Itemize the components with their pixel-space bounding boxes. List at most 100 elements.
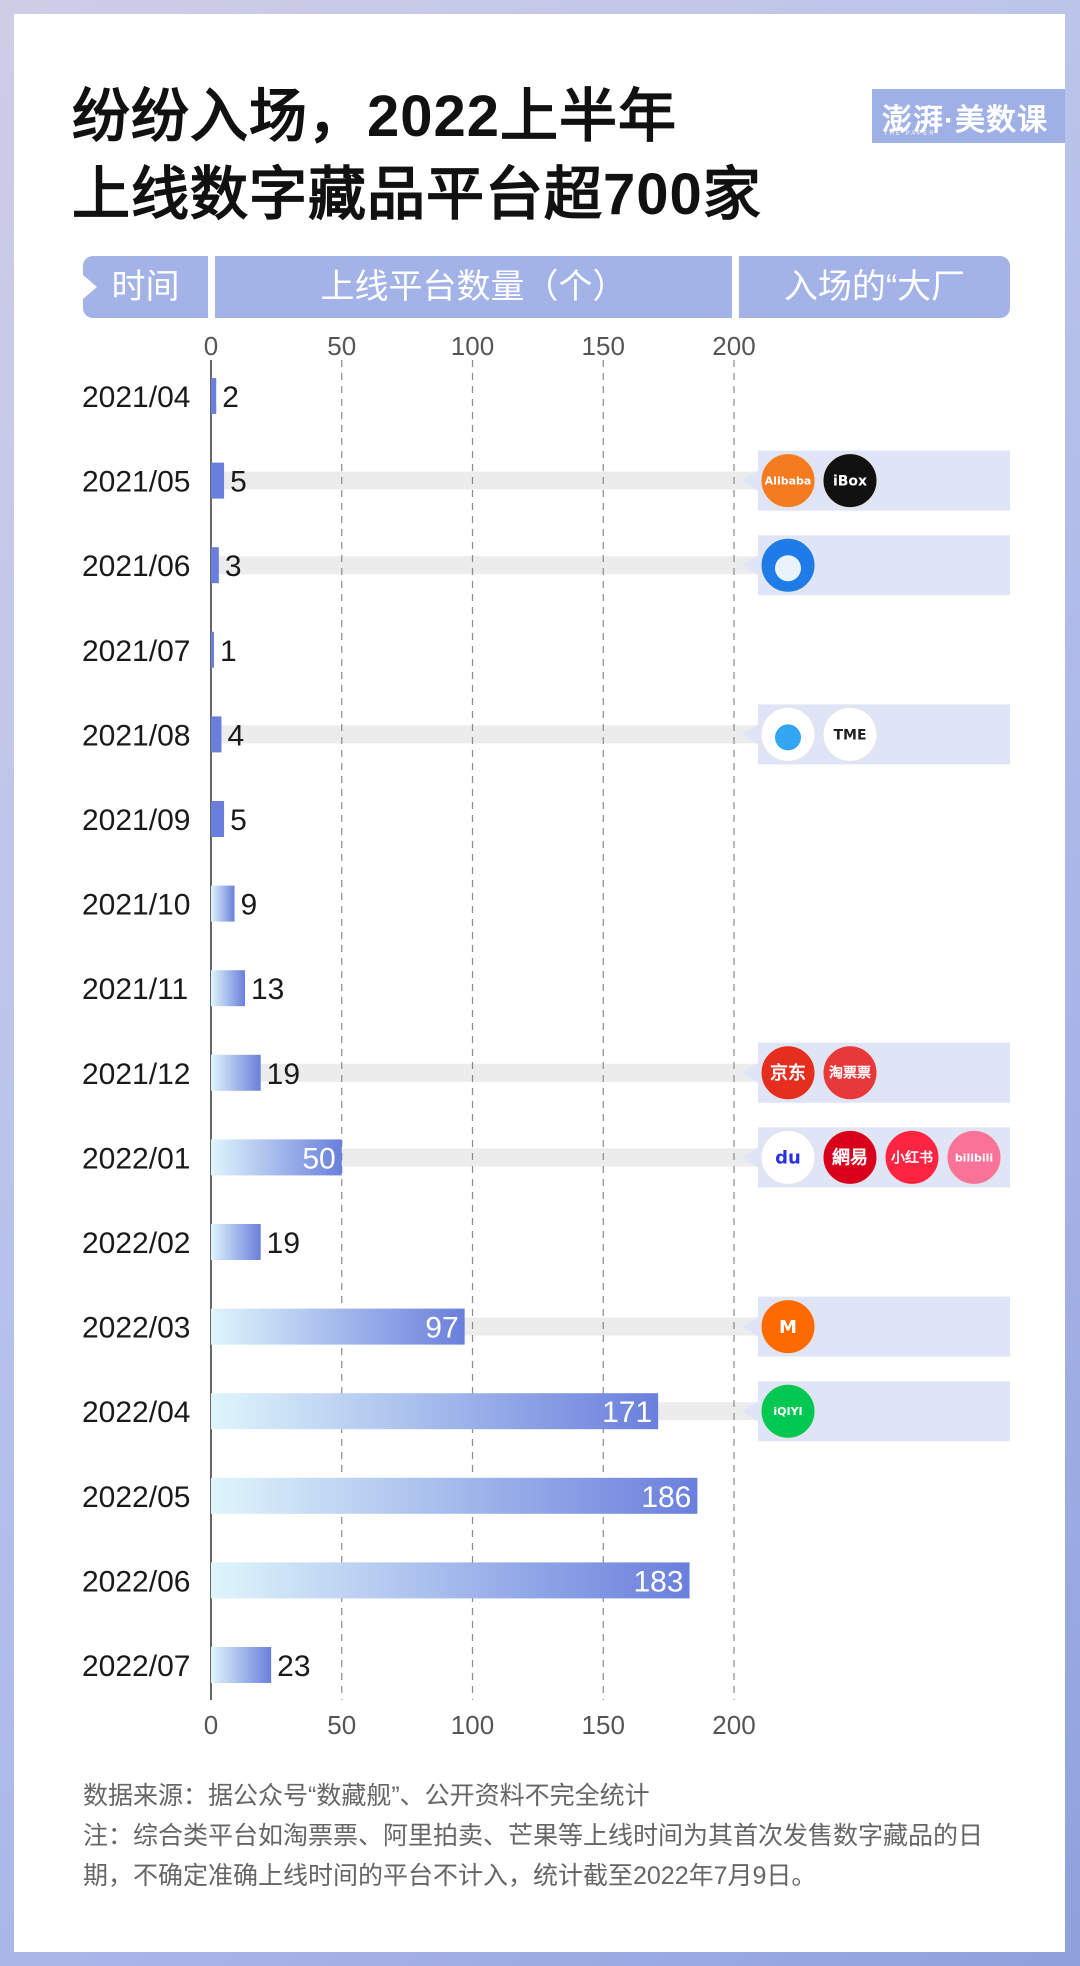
iqiyi-icon-text: iQIYI [773, 1405, 802, 1418]
bar [211, 1054, 261, 1091]
data-label: 186 [641, 1481, 691, 1514]
category-label: 2021/10 [82, 889, 190, 922]
netease-icon [822, 1129, 878, 1185]
jd-icon [760, 1045, 816, 1101]
logo-text: 澎湃·美数课 [882, 104, 1048, 137]
tme-icon [822, 706, 878, 762]
baidu-icon-text: du [775, 1148, 801, 1169]
logo-subtext: THE PAPER [884, 131, 936, 137]
data-label: 1 [220, 635, 237, 668]
bar [211, 1477, 698, 1514]
brand-box-pointer [742, 1062, 758, 1083]
data-label: 23 [277, 1650, 310, 1683]
tick-label-bottom: 50 [327, 1710, 356, 1740]
bar [211, 716, 222, 753]
footer: 数据来源：据公众号“数藏舰”、公开资料不完全统计 注：综合类平台如淘票票、阿里拍… [83, 1776, 1013, 1896]
header-brands: 入场的“大厂 [739, 256, 1010, 318]
brand-logo: 澎湃·美数课 THE PAPER [872, 89, 1065, 143]
data-label: 97 [425, 1312, 458, 1345]
bar [211, 801, 225, 837]
data-label: 171 [602, 1396, 652, 1429]
bar [211, 970, 245, 1007]
bar [211, 462, 225, 499]
bar [211, 378, 217, 414]
ibox-icon [822, 453, 878, 509]
data-label: 3 [225, 550, 242, 583]
brand-box-pointer [742, 1147, 758, 1168]
tick-label-top: 0 [204, 331, 218, 361]
category-label: 2021/04 [82, 381, 190, 414]
category-label: 2022/01 [82, 1142, 190, 1175]
tick-label-top: 200 [712, 331, 755, 361]
connector-line [211, 1148, 758, 1167]
footer-source: 数据来源：据公众号“数藏舰”、公开资料不完全统计 [83, 1782, 650, 1810]
category-label: 2021/07 [82, 635, 190, 668]
tick-label-top: 50 [327, 331, 356, 361]
tick-label-bottom: 150 [582, 1710, 625, 1740]
title-line-2: 上线数字藏品平台超700家 [72, 162, 762, 227]
connector-line [211, 1063, 758, 1082]
data-label: 13 [251, 973, 284, 1006]
bar [211, 1393, 659, 1430]
bilibili-icon [946, 1129, 1002, 1185]
brand-box [758, 704, 1010, 765]
brand-box-pointer [742, 724, 758, 745]
bar [211, 1647, 272, 1683]
data-label: 19 [267, 1058, 300, 1091]
category-label: 2021/09 [82, 804, 190, 837]
brand-box-pointer [742, 470, 758, 491]
data-label: 5 [230, 804, 247, 837]
connector-line [211, 556, 758, 575]
iqiyi-icon [760, 1383, 816, 1439]
bar [211, 1224, 261, 1260]
jd-icon-text: 京东 [770, 1062, 806, 1084]
data-label: 19 [267, 1227, 300, 1260]
data-label: 2 [222, 381, 239, 414]
brand-box [758, 1381, 1010, 1442]
tme-icon-text: TME [833, 727, 866, 743]
brand-box [758, 450, 1010, 511]
category-label: 2022/02 [82, 1227, 190, 1260]
qq-icon-glyph [775, 724, 801, 751]
xiaohongshu-icon-text: 小红书 [891, 1149, 933, 1166]
tick-label-top: 100 [451, 331, 494, 361]
category-label: 2021/05 [82, 466, 190, 499]
header-count: 上线平台数量（个） [215, 256, 732, 318]
category-label: 2022/07 [82, 1650, 190, 1683]
brand-box [758, 1296, 1010, 1357]
netease-icon-text: 網易 [832, 1147, 868, 1169]
tick-label-bottom: 0 [204, 1710, 218, 1740]
header-notch [83, 275, 97, 299]
bar [211, 631, 214, 668]
brand-box [758, 535, 1010, 596]
category-label: 2022/04 [82, 1396, 190, 1429]
data-label: 50 [302, 1142, 335, 1175]
category-label: 2021/08 [82, 719, 190, 752]
alibaba-icon [760, 453, 816, 509]
brand-box [758, 1042, 1010, 1103]
category-label: 2021/06 [82, 550, 190, 583]
connector-line [211, 471, 758, 490]
bar [211, 1308, 465, 1345]
brand-box-pointer [742, 555, 758, 576]
bar [211, 1562, 690, 1599]
category-label: 2021/12 [82, 1058, 190, 1091]
xiaohongshu-icon [884, 1129, 940, 1185]
footer-note: 注：综合类平台如淘票票、阿里拍卖、芒果等上线时间为其首次发售数字藏品的日期，不确… [83, 1822, 984, 1890]
taopiaopiao-icon [822, 1045, 878, 1101]
brand-box-pointer [742, 1316, 758, 1337]
tick-label-bottom: 200 [712, 1710, 755, 1740]
card-background [14, 14, 1065, 1952]
category-label: 2022/03 [82, 1312, 190, 1345]
category-label: 2022/05 [82, 1481, 190, 1514]
data-label: 5 [230, 466, 247, 499]
page-title: 纷纷入场，2022上半年 上线数字藏品平台超700家 [72, 78, 762, 234]
brand-box-pointer [742, 1401, 758, 1422]
data-label: 9 [241, 889, 258, 922]
mango-icon [760, 1299, 816, 1355]
bilibili-icon-text: bilibili [955, 1151, 993, 1164]
header-time: 时间 [83, 256, 208, 318]
title-line-1: 纷纷入场，2022上半年 [72, 84, 678, 149]
alibaba-icon-text: Alibaba [765, 474, 812, 487]
